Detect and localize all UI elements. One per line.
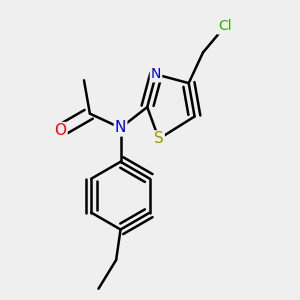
Text: N: N: [151, 68, 161, 81]
Text: O: O: [55, 123, 67, 138]
Text: S: S: [154, 131, 164, 146]
Text: N: N: [115, 120, 126, 135]
Text: Cl: Cl: [218, 20, 232, 34]
